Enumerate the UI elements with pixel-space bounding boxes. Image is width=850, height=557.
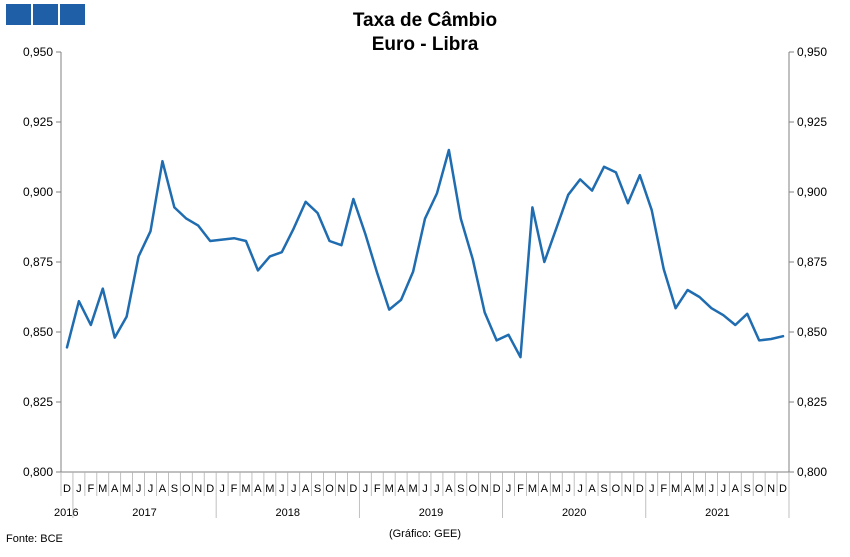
month-label: A bbox=[541, 483, 549, 495]
month-label: A bbox=[397, 483, 405, 495]
month-label: N bbox=[624, 483, 632, 495]
month-label: J bbox=[434, 483, 440, 495]
month-label: J bbox=[565, 483, 571, 495]
month-label: O bbox=[755, 483, 764, 495]
month-label: A bbox=[588, 483, 596, 495]
chart-title-line1: Taxa de Câmbio bbox=[352, 10, 498, 31]
y-tick-label-left: 0,875 bbox=[23, 255, 53, 269]
month-label: F bbox=[87, 483, 94, 495]
logo-block-2 bbox=[33, 4, 58, 25]
y-tick-label-left: 0,950 bbox=[23, 45, 53, 59]
logo-block-1 bbox=[6, 4, 31, 25]
month-label: J bbox=[721, 483, 727, 495]
month-label: J bbox=[577, 483, 583, 495]
month-label: M bbox=[98, 483, 107, 495]
month-label: D bbox=[636, 483, 644, 495]
y-tick-label-right: 0,925 bbox=[797, 115, 827, 129]
month-label: J bbox=[219, 483, 225, 495]
source-note: Fonte: BCE bbox=[6, 533, 63, 545]
y-tick-label-right: 0,875 bbox=[797, 255, 827, 269]
y-tick-label-left: 0,900 bbox=[23, 185, 53, 199]
month-label: J bbox=[709, 483, 715, 495]
month-label: D bbox=[63, 483, 71, 495]
month-label: M bbox=[552, 483, 561, 495]
month-label: S bbox=[171, 483, 178, 495]
month-label: A bbox=[159, 483, 167, 495]
month-label: M bbox=[695, 483, 704, 495]
month-label: F bbox=[517, 483, 524, 495]
month-label: O bbox=[182, 483, 191, 495]
year-label: 2017 bbox=[132, 507, 156, 519]
month-label: M bbox=[241, 483, 250, 495]
month-label: O bbox=[468, 483, 477, 495]
y-tick-label-right: 0,850 bbox=[797, 325, 827, 339]
year-label: 2016 bbox=[54, 507, 78, 519]
month-label: J bbox=[422, 483, 428, 495]
left-axis-ticks: 0,800 0,825 0,850 0,875 0,900 0,925 0,950 bbox=[23, 45, 61, 479]
month-label: J bbox=[291, 483, 297, 495]
month-label: M bbox=[671, 483, 680, 495]
month-label: O bbox=[612, 483, 621, 495]
month-label: F bbox=[660, 483, 667, 495]
month-label: N bbox=[767, 483, 775, 495]
month-label: F bbox=[231, 483, 238, 495]
month-label: S bbox=[457, 483, 464, 495]
month-label: N bbox=[481, 483, 489, 495]
month-label: O bbox=[325, 483, 334, 495]
y-tick-label-left: 0,800 bbox=[23, 465, 53, 479]
y-tick-label-right: 0,825 bbox=[797, 395, 827, 409]
month-label: N bbox=[337, 483, 345, 495]
month-label: M bbox=[408, 483, 417, 495]
month-label: A bbox=[732, 483, 740, 495]
month-label: A bbox=[254, 483, 262, 495]
month-label: J bbox=[148, 483, 154, 495]
y-tick-label-right: 0,800 bbox=[797, 465, 827, 479]
month-label: A bbox=[111, 483, 119, 495]
month-label: J bbox=[649, 483, 655, 495]
month-label: J bbox=[76, 483, 82, 495]
month-label: A bbox=[684, 483, 692, 495]
month-label: M bbox=[528, 483, 537, 495]
chart-axes bbox=[60, 52, 790, 473]
month-label: J bbox=[506, 483, 512, 495]
month-label: D bbox=[493, 483, 501, 495]
month-label: F bbox=[374, 483, 381, 495]
year-label: 2021 bbox=[705, 507, 729, 519]
month-label: S bbox=[314, 483, 321, 495]
month-label: J bbox=[363, 483, 369, 495]
month-label: D bbox=[206, 483, 214, 495]
month-label: A bbox=[302, 483, 310, 495]
chart-credit: (Gráfico: GEE) bbox=[388, 528, 462, 540]
month-label: J bbox=[136, 483, 142, 495]
y-tick-label-right: 0,900 bbox=[797, 185, 827, 199]
month-label: N bbox=[194, 483, 202, 495]
month-label: S bbox=[600, 483, 607, 495]
month-label: M bbox=[122, 483, 131, 495]
month-label: A bbox=[445, 483, 453, 495]
y-tick-label-left: 0,825 bbox=[23, 395, 53, 409]
month-label: M bbox=[385, 483, 394, 495]
series-line bbox=[65, 148, 785, 359]
month-label: S bbox=[744, 483, 751, 495]
year-label: 2018 bbox=[276, 507, 300, 519]
year-label: 2020 bbox=[562, 507, 586, 519]
month-label: J bbox=[279, 483, 285, 495]
y-tick-label-left: 0,925 bbox=[23, 115, 53, 129]
year-label: 2019 bbox=[419, 507, 443, 519]
logo-block-3 bbox=[60, 4, 85, 25]
chart-title-line2: Euro - Libra bbox=[371, 34, 479, 55]
y-tick-label-right: 0,950 bbox=[797, 45, 827, 59]
right-axis-ticks: 0,800 0,825 0,850 0,875 0,900 0,925 0,950 bbox=[789, 45, 827, 479]
month-label: D bbox=[349, 483, 357, 495]
month-label: D bbox=[779, 483, 787, 495]
y-tick-label-left: 0,850 bbox=[23, 325, 53, 339]
month-label: M bbox=[265, 483, 274, 495]
